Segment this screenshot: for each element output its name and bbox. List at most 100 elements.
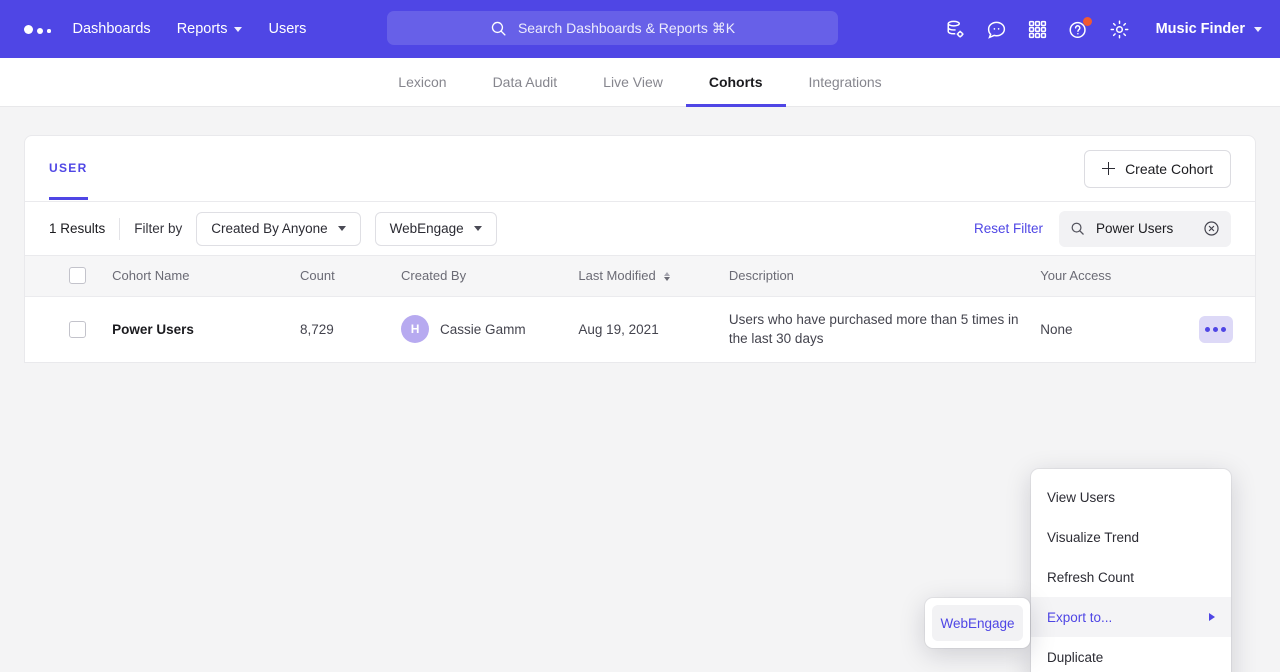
cell-created-by: H Cassie Gamm bbox=[393, 296, 570, 362]
cell-your-access: None bbox=[1040, 321, 1073, 337]
chevron-down-icon bbox=[1254, 26, 1262, 32]
nav-link-label: Dashboards bbox=[72, 21, 151, 37]
menu-item-visualize-trend[interactable]: Visualize Trend bbox=[1031, 517, 1231, 557]
tab-label: Lexicon bbox=[398, 73, 447, 90]
create-cohort-label: Create Cohort bbox=[1125, 160, 1213, 177]
top-navigation-bar: Dashboards Reports Users Search Dashboar… bbox=[0, 0, 1280, 58]
cohort-search-value: Power Users bbox=[1096, 221, 1174, 236]
column-count[interactable]: Count bbox=[292, 256, 394, 297]
tab-label: Integrations bbox=[808, 73, 882, 90]
chevron-down-icon bbox=[234, 26, 243, 32]
select-all-header bbox=[25, 256, 97, 297]
table-header: Cohort Name Count Created By Last Modifi… bbox=[25, 256, 1255, 297]
tab-cohorts[interactable]: Cohorts bbox=[685, 59, 786, 107]
created-by-name: Cassie Gamm bbox=[440, 321, 526, 337]
table-row[interactable]: Power Users 8,729 H Cassie Gamm Aug 19, … bbox=[25, 296, 1255, 362]
menu-item-duplicate[interactable]: Duplicate bbox=[1031, 637, 1231, 672]
nav-link-reports[interactable]: Reports bbox=[177, 21, 243, 37]
tab-label: Live View bbox=[603, 73, 663, 90]
table-header-row: Cohort Name Count Created By Last Modifi… bbox=[25, 256, 1255, 297]
export-submenu: WebEngage bbox=[925, 598, 1030, 648]
description-text: Users who have purchased more than 5 tim… bbox=[728, 311, 1019, 347]
source-filter-label: WebEngage bbox=[389, 221, 464, 236]
menu-item-label: Refresh Count bbox=[1047, 569, 1135, 585]
filter-by-label: Filter by bbox=[134, 221, 183, 236]
search-icon bbox=[491, 21, 506, 36]
nav-link-label: Users bbox=[268, 21, 307, 37]
row-select-cell bbox=[25, 296, 96, 362]
menu-item-label: Visualize Trend bbox=[1047, 529, 1140, 545]
menu-item-label: Export to... bbox=[1047, 609, 1113, 625]
column-last-modified[interactable]: Last Modified bbox=[570, 256, 721, 297]
sub-tab-user[interactable]: USER bbox=[49, 139, 88, 200]
select-all-checkbox[interactable] bbox=[69, 267, 86, 285]
database-settings-icon[interactable] bbox=[945, 19, 966, 40]
plus-icon bbox=[1102, 162, 1116, 175]
page-body: USER Create Cohort 1 Results Filter by C… bbox=[0, 107, 1280, 672]
tab-live-view[interactable]: Live View bbox=[580, 59, 686, 107]
nav-link-label: Reports bbox=[176, 21, 228, 37]
global-search-input[interactable]: Search Dashboards & Reports ⌘K bbox=[387, 11, 838, 45]
cell-cohort-name: Power Users bbox=[96, 296, 292, 362]
tab-integrations[interactable]: Integrations bbox=[786, 59, 905, 107]
menu-item-refresh-count[interactable]: Refresh Count bbox=[1031, 557, 1231, 597]
section-tab-bar: Lexicon Data Audit Live View Cohorts Int… bbox=[0, 58, 1280, 107]
cohort-name-link[interactable]: Power Users bbox=[112, 321, 194, 337]
chevron-right-icon bbox=[1209, 613, 1215, 621]
notification-badge bbox=[1082, 16, 1092, 26]
created-by-filter-label: Created By Anyone bbox=[211, 221, 328, 236]
help-circle-icon[interactable] bbox=[1068, 16, 1092, 40]
chevron-down-icon bbox=[337, 226, 346, 231]
cell-last-modified: Aug 19, 2021 bbox=[578, 321, 659, 337]
create-cohort-button[interactable]: Create Cohort bbox=[1084, 149, 1231, 188]
results-count: 1 Results bbox=[49, 221, 106, 236]
search-icon bbox=[1071, 222, 1084, 235]
menu-item-label: View Users bbox=[1047, 489, 1116, 505]
nav-link-dashboards[interactable]: Dashboards bbox=[73, 21, 151, 37]
logo-dots-icon[interactable] bbox=[24, 24, 51, 34]
cohort-search-input[interactable]: Power Users bbox=[1059, 210, 1231, 247]
cell-actions bbox=[1187, 296, 1255, 362]
column-created-by[interactable]: Created By bbox=[393, 256, 571, 297]
source-filter[interactable]: WebEngage bbox=[374, 211, 497, 246]
tab-label: Data Audit bbox=[492, 73, 558, 90]
column-cohort-name[interactable]: Cohort Name bbox=[96, 256, 293, 297]
column-actions bbox=[1186, 256, 1255, 297]
cohorts-table: Cohort Name Count Created By Last Modifi… bbox=[25, 256, 1255, 362]
filter-toolbar: 1 Results Filter by Created By Anyone We… bbox=[25, 202, 1255, 256]
cell-description: Users who have purchased more than 5 tim… bbox=[721, 296, 1032, 362]
chevron-down-icon bbox=[473, 226, 482, 231]
filter-toolbar-right: Reset Filter Power Users bbox=[973, 210, 1231, 247]
created-by-filter[interactable]: Created By Anyone bbox=[196, 211, 361, 246]
tab-lexicon[interactable]: Lexicon bbox=[375, 59, 469, 107]
menu-item-export-to[interactable]: Export to... bbox=[1031, 597, 1231, 637]
apps-grid-icon[interactable] bbox=[1027, 19, 1048, 40]
sort-icon[interactable] bbox=[664, 272, 671, 282]
row-actions-button[interactable] bbox=[1198, 315, 1233, 343]
export-submenu-item-webengage[interactable]: WebEngage bbox=[932, 605, 1023, 641]
column-your-access[interactable]: Your Access bbox=[1032, 256, 1187, 297]
nav-icon-group: Music Finder bbox=[945, 16, 1262, 40]
tab-label: Cohorts bbox=[708, 73, 763, 90]
row-context-menu: View Users Visualize Trend Refresh Count… bbox=[1031, 469, 1231, 672]
row-checkbox[interactable] bbox=[69, 320, 86, 338]
chat-bubble-icon[interactable] bbox=[986, 19, 1007, 40]
table-body: Power Users 8,729 H Cassie Gamm Aug 19, … bbox=[25, 296, 1255, 362]
clear-search-icon[interactable] bbox=[1203, 220, 1220, 237]
card-header: USER Create Cohort bbox=[25, 136, 1255, 202]
gear-icon[interactable] bbox=[1109, 19, 1130, 40]
cohorts-card: USER Create Cohort 1 Results Filter by C… bbox=[24, 135, 1256, 363]
tab-data-audit[interactable]: Data Audit bbox=[470, 59, 581, 107]
menu-item-label: Duplicate bbox=[1047, 649, 1104, 665]
avatar: H bbox=[401, 315, 430, 344]
global-search-placeholder: Search Dashboards & Reports ⌘K bbox=[517, 19, 736, 36]
column-description[interactable]: Description bbox=[720, 256, 1033, 297]
primary-nav-links: Dashboards Reports Users bbox=[73, 21, 307, 37]
nav-link-users[interactable]: Users bbox=[268, 21, 306, 37]
column-last-modified-label: Last Modified bbox=[578, 268, 656, 284]
divider bbox=[119, 217, 121, 240]
menu-item-view-users[interactable]: View Users bbox=[1031, 477, 1231, 517]
reset-filter-link[interactable]: Reset Filter bbox=[973, 221, 1043, 236]
account-menu[interactable]: Music Finder bbox=[1156, 21, 1262, 37]
account-name: Music Finder bbox=[1155, 21, 1245, 37]
